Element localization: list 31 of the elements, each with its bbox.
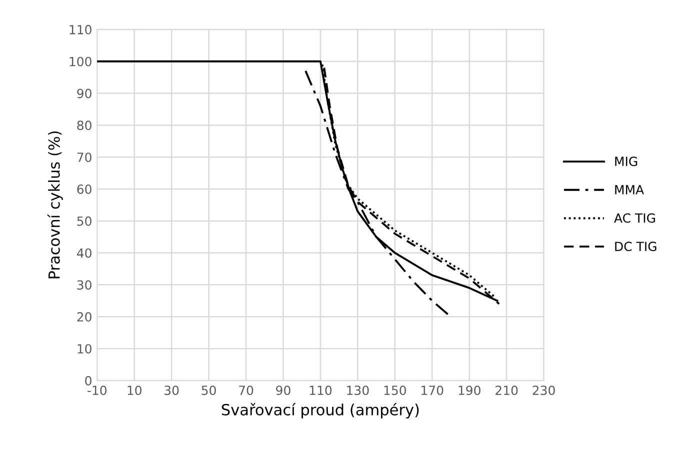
legend-label: MMA bbox=[615, 185, 644, 194]
x-tick-label: 110 bbox=[310, 386, 332, 396]
x-tick-label: 190 bbox=[458, 386, 480, 396]
x-tick-label: 150 bbox=[384, 386, 406, 396]
y-tick-label: 70 bbox=[77, 152, 92, 162]
y-tick-label: 50 bbox=[77, 216, 92, 226]
x-tick-label: 50 bbox=[202, 386, 216, 396]
x-tick-label: 230 bbox=[532, 386, 555, 396]
legend-label: MIG bbox=[615, 156, 638, 166]
y-tick-label: 90 bbox=[77, 88, 92, 98]
x-tick-label: 210 bbox=[496, 386, 518, 396]
x-tick-label: 30 bbox=[164, 386, 179, 396]
x-tick-label: -10 bbox=[88, 386, 107, 396]
x-tick-label: 10 bbox=[128, 386, 142, 396]
y-tick-label: 30 bbox=[77, 280, 92, 290]
x-tick-label: 130 bbox=[347, 386, 369, 396]
y-tick-label: 20 bbox=[77, 312, 92, 322]
x-tick-label: 70 bbox=[239, 386, 254, 396]
x-tick-label: 90 bbox=[276, 386, 290, 396]
y-tick-label: 100 bbox=[70, 56, 92, 66]
x-axis-title: Svařovací proud (ampéry) bbox=[222, 403, 419, 418]
y-axis-title: Pracovní cyklus (%) bbox=[47, 131, 63, 278]
y-tick-label: 60 bbox=[77, 184, 92, 194]
legend-label: AC TIG bbox=[614, 213, 655, 223]
legend-label: DC TIG bbox=[615, 242, 656, 252]
y-tick-label: 10 bbox=[78, 344, 92, 354]
y-tick-label: 80 bbox=[77, 120, 92, 130]
y-tick-label: 0 bbox=[85, 376, 92, 386]
y-tick-label: 40 bbox=[76, 248, 92, 258]
x-tick-label: 170 bbox=[422, 386, 444, 396]
y-tick-label: 110 bbox=[70, 24, 92, 34]
